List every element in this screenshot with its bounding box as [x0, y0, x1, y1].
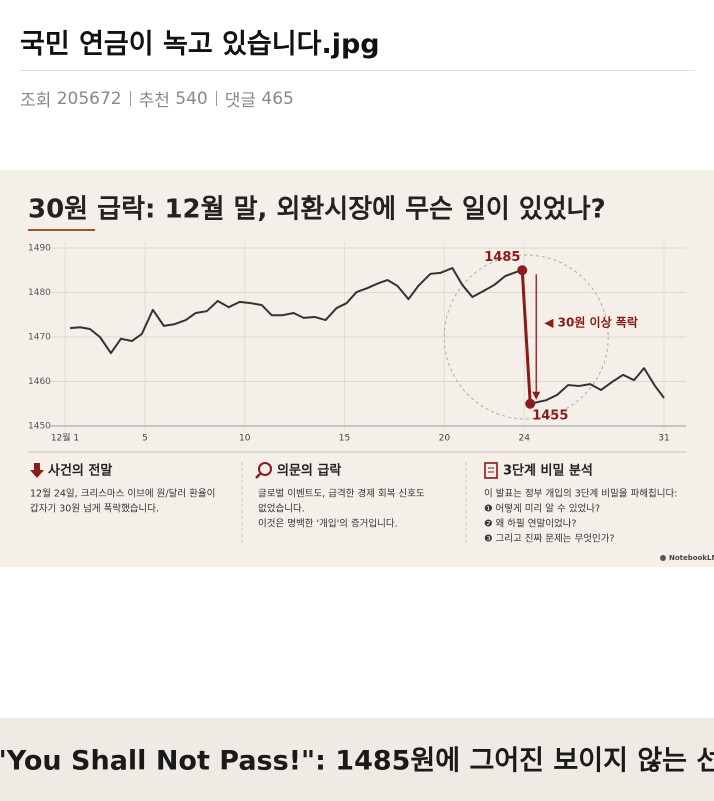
section-text: 갑자기 30원 넘게 폭락했습니다.	[30, 503, 159, 515]
image-background	[0, 170, 714, 567]
icon-clipboard	[484, 462, 498, 479]
x-tick-label: 10	[239, 434, 251, 444]
drop-line	[520, 270, 532, 404]
x-tick-label: 31	[658, 434, 669, 444]
y-tick-label: 1450	[28, 422, 51, 432]
drop-arrow-head	[532, 391, 541, 400]
x-tick-label: 15	[339, 434, 350, 444]
y-tick-label: 1490	[28, 244, 51, 254]
section-text: ❸ 그리고 진짜 문제는 무엇인가?	[484, 534, 615, 545]
stat-label: 댓글	[224, 91, 257, 111]
title-accent	[28, 229, 95, 231]
series-line	[69, 267, 665, 405]
chart-title: 30원 급락: 12월 말, 외환시장에 무슨 일이 있었나?	[28, 195, 606, 225]
x-tick-label: 20	[439, 434, 451, 444]
stat-label: 추천	[138, 91, 170, 111]
section-text: 이 발표는 정부 개입의 3단계 비밀을 파헤칩니다:	[484, 488, 677, 500]
icon-down-arrow	[30, 463, 44, 478]
stat-label: 조회	[20, 91, 52, 111]
marker-label: 1485	[484, 250, 520, 265]
y-tick-label: 1460	[28, 377, 51, 387]
marker-label: 1455	[532, 408, 568, 423]
banner-background	[0, 718, 714, 801]
logo-icon	[660, 555, 666, 561]
icon-magnifier	[255, 462, 272, 479]
highlight-circle	[443, 254, 609, 420]
y-tick-label: 1480	[28, 288, 51, 298]
annotation: ◀ 30원 이상 폭락	[544, 315, 638, 330]
banner-title: "You Shall Not Pass!": 1485원에 그어진 보이지 않는…	[0, 746, 714, 777]
stat-value: 205672	[56, 88, 122, 109]
logo: NotebookLM	[669, 554, 714, 562]
post-stats: 조회 205672 추천 540 댓글 465	[20, 86, 294, 112]
separator	[215, 91, 217, 106]
separator	[129, 91, 131, 106]
y-tick-label: 1470	[28, 333, 51, 343]
section-text: 없었습니다.	[258, 503, 305, 515]
section-text: 이것은 명백한 '개입'의 증거입니다.	[258, 518, 398, 530]
section-heading: 사건의 전말	[48, 463, 112, 479]
section-text: 12월 24일, 크리스마스 이브에 원/달러 환율이	[30, 488, 215, 500]
x-tick-label: 24	[519, 434, 531, 444]
section-text: 글로벌 이벤트도, 급격한 경제 회복 신호도	[258, 488, 425, 500]
x-tick-label: 12월 1	[51, 432, 79, 444]
stat-value: 540	[175, 88, 208, 109]
section-heading: 의문의 급락	[277, 463, 341, 479]
stat-value: 465	[261, 88, 294, 109]
post-title: 국민 연금이 녹고 있습니다.jpg	[20, 29, 380, 60]
section-text: ❷ 왜 하필 연말이었나?	[484, 518, 577, 530]
section-text: ❶ 어떻게 미리 알 수 있었나?	[484, 503, 600, 515]
marker	[525, 398, 536, 409]
x-tick-label: 5	[142, 434, 148, 444]
section-heading: 3단계 비밀 분석	[503, 463, 593, 479]
marker	[517, 265, 528, 276]
divider	[20, 70, 695, 71]
